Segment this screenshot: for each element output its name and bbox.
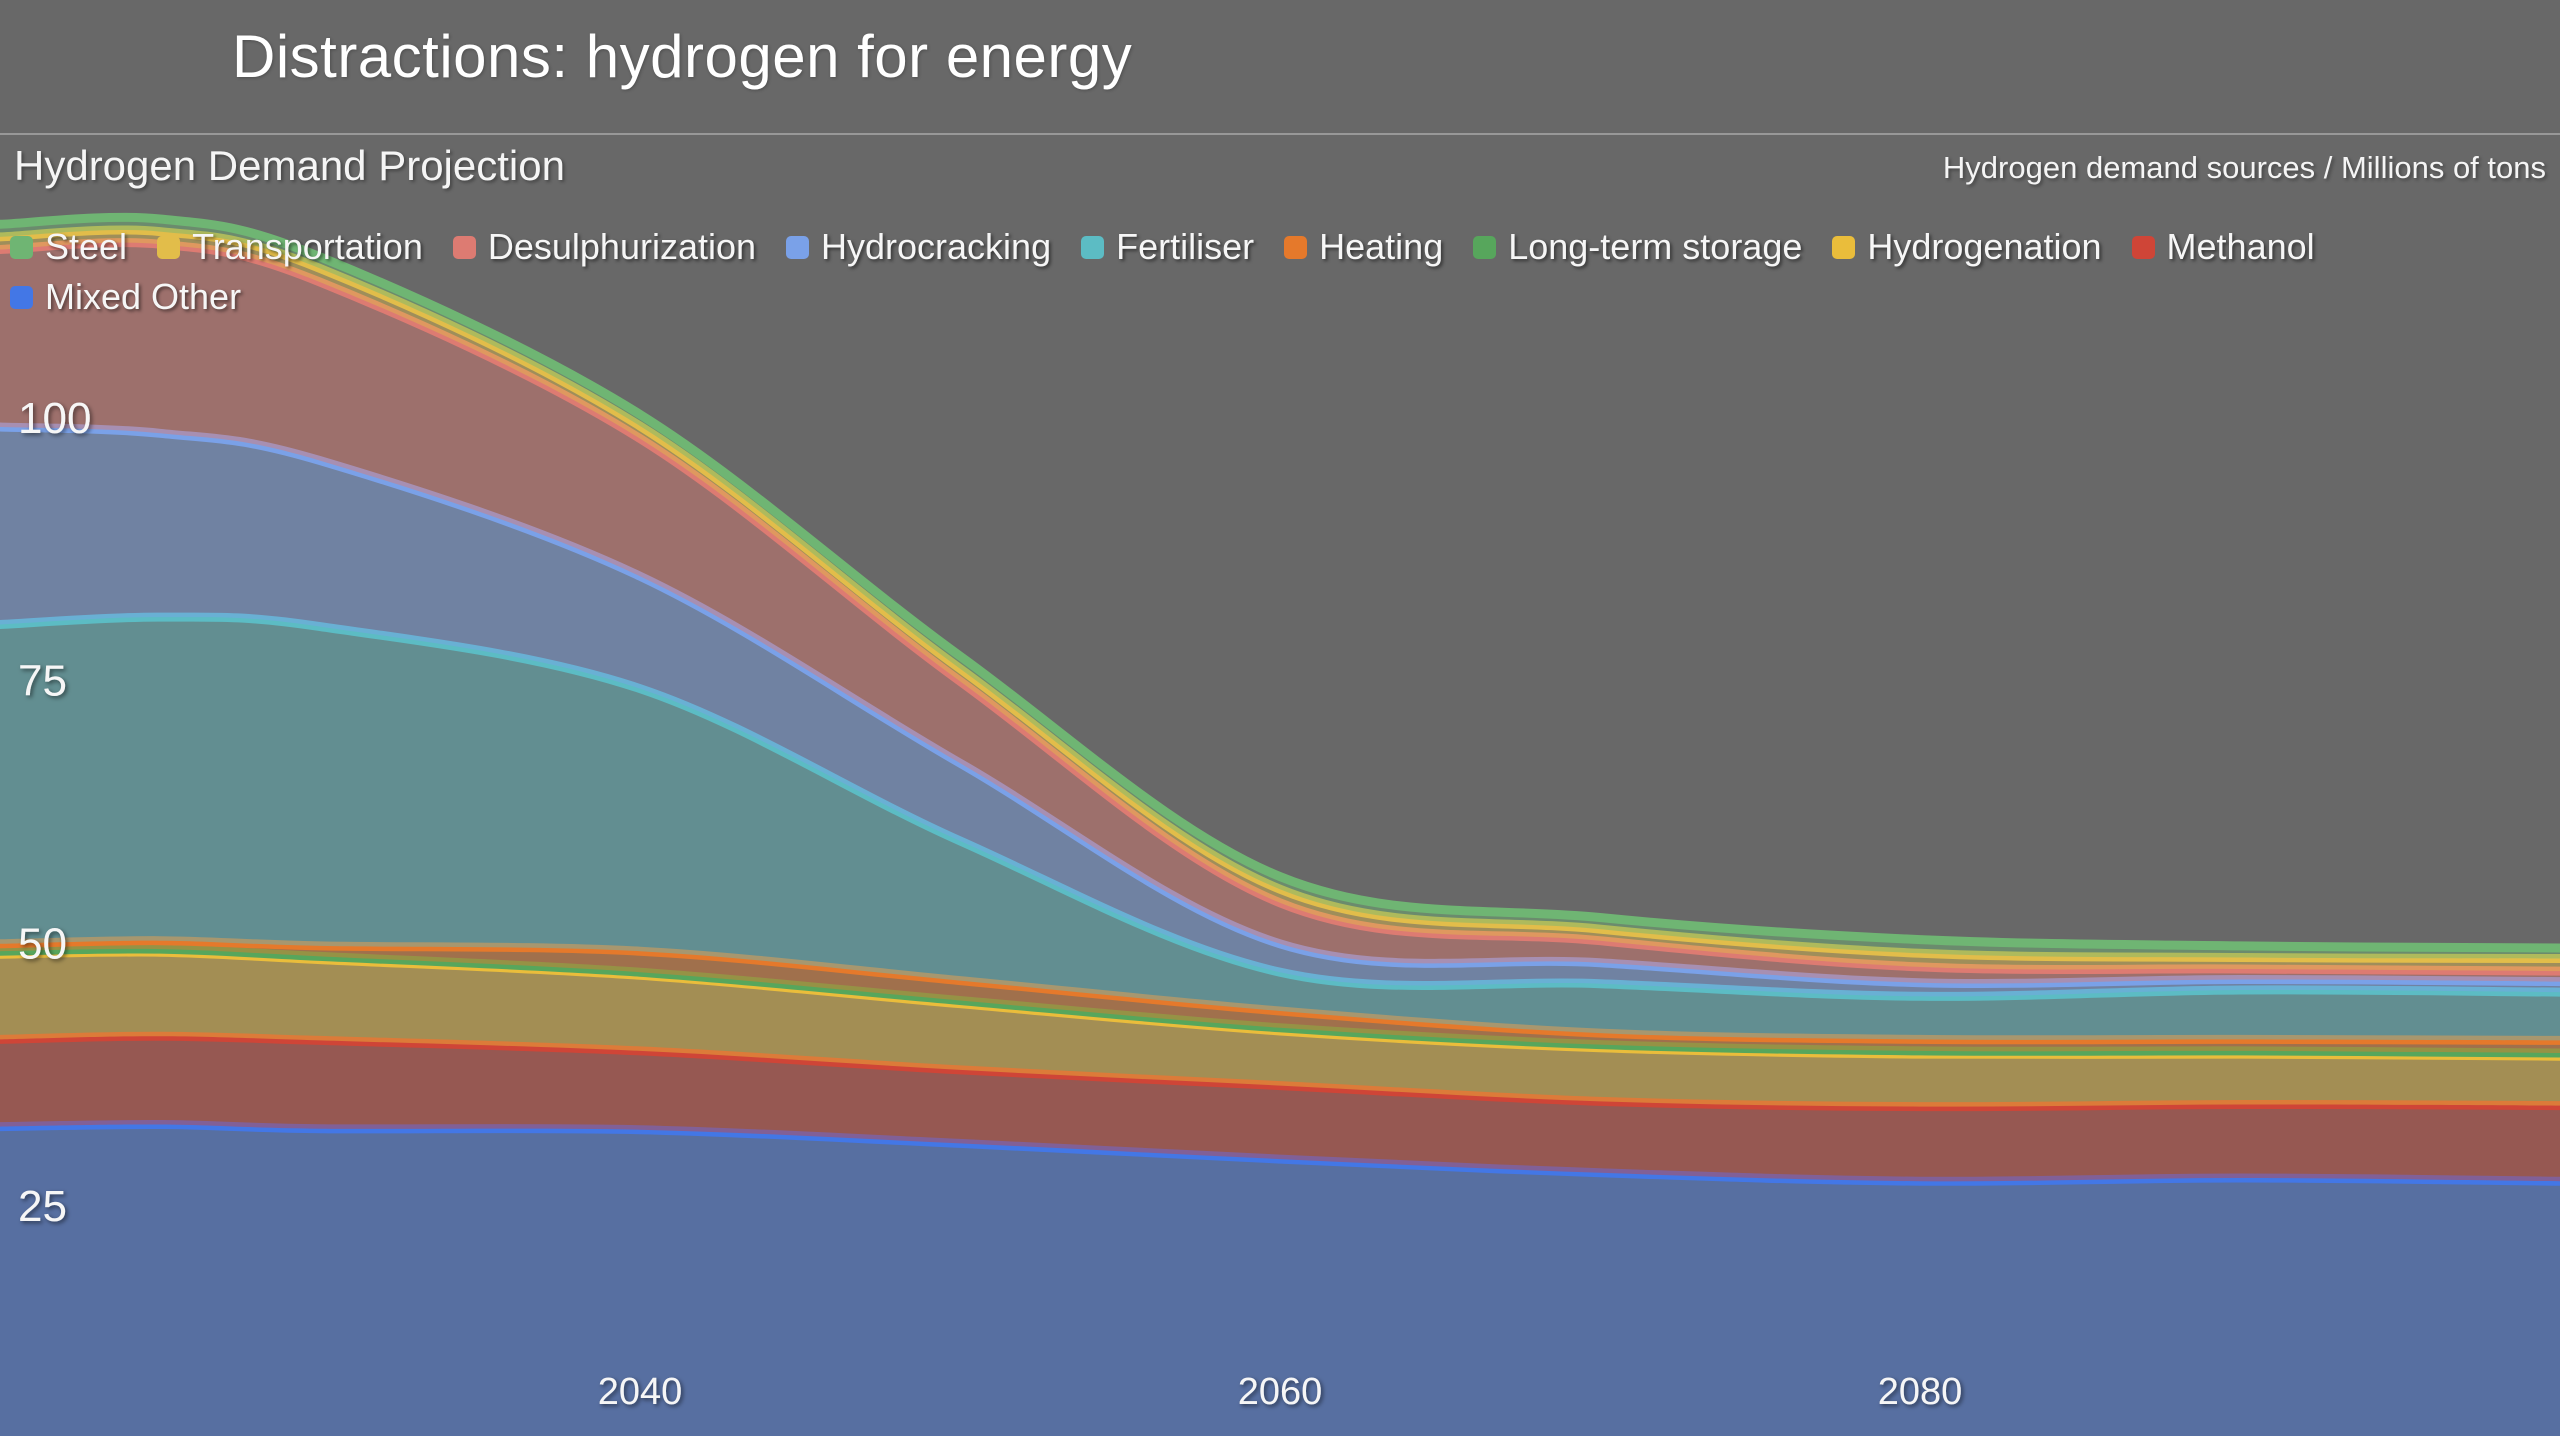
x-axis-tick-label: 2040	[598, 1371, 683, 1413]
legend-item-desulphurization[interactable]: Desulphurization	[452, 226, 757, 268]
line-methanol	[0, 1031, 2560, 1112]
legend-item-fertiliser[interactable]: Fertiliser	[1081, 226, 1254, 268]
chart-units-label: Hydrogen demand sources / Millions of to…	[1942, 150, 2546, 185]
area-hydrocracking	[0, 427, 2560, 997]
legend-item-transportation[interactable]: Transportation	[157, 226, 423, 268]
chart-title: Hydrogen Demand Projection	[14, 142, 565, 189]
area-heating	[0, 940, 2560, 1053]
line-steel	[0, 212, 2560, 953]
page-title: Distractions: hydrogen for energy	[232, 23, 1133, 90]
legend-swatch-icon	[1473, 235, 1497, 259]
legend-swatch-icon	[786, 235, 810, 259]
legend-item-hydrogenation[interactable]: Hydrogenation	[1832, 226, 2102, 268]
line-hydrocracking	[0, 422, 2560, 988]
legend-label: Hydrogenation	[1867, 226, 2102, 267]
legend-swatch-icon	[1832, 235, 1856, 259]
title-divider	[0, 133, 2560, 135]
legend-swatch-icon	[10, 285, 33, 309]
legend-swatch-icon	[1081, 235, 1105, 259]
line-long-term-storage	[0, 944, 2560, 1058]
legend-item-methanol[interactable]: Methanol	[2131, 226, 2315, 268]
line-fertiliser	[0, 612, 2560, 1001]
legend-label: Long-term storage	[1508, 226, 1803, 267]
line-transportation	[0, 225, 2560, 963]
area-desulphurization	[0, 242, 2560, 984]
legend-label: Fertiliser	[1116, 226, 1255, 267]
x-axis-tick-label: 2060	[1238, 1371, 1323, 1413]
y-axis-tick-label: 50	[18, 919, 67, 968]
legend-swatch-icon	[157, 235, 181, 259]
legend-item-hydrocracking[interactable]: Hydrocracking	[786, 226, 1051, 268]
area-hydrogenation	[0, 952, 2560, 1107]
legend-label: Steel	[45, 226, 128, 267]
y-axis-tick-label: 100	[18, 394, 91, 443]
y-axis-tick-label: 25	[18, 1182, 67, 1231]
legend-item-heating[interactable]: Heating	[1284, 226, 1443, 268]
legend-item-steel[interactable]: Steel	[10, 226, 127, 268]
legend-swatch-icon	[1284, 235, 1308, 259]
legend-label: Heating	[1319, 226, 1444, 267]
legend-item-long-term-storage[interactable]: Long-term storage	[1473, 226, 1802, 268]
legend-label: Desulphurization	[487, 226, 757, 267]
legend-swatch-icon	[2131, 235, 2155, 259]
area-fertiliser	[0, 617, 2560, 1041]
legend-item-mixed-other[interactable]: Mixed Other	[10, 276, 241, 318]
y-axis-tick-label: 75	[18, 657, 67, 706]
x-axis-tick-label: 2080	[1878, 1371, 1963, 1413]
area-mixed-other	[0, 1124, 2560, 1436]
area-methanol	[0, 1036, 2560, 1182]
line-mixed-other	[0, 1119, 2560, 1186]
legend-label: Transportation	[192, 226, 423, 267]
legend-label: Hydrocracking	[821, 226, 1052, 267]
chart-legend: Steel Transportation Desulphurization Hydro…	[10, 226, 2480, 318]
legend-swatch-icon	[452, 235, 476, 259]
legend-label: Methanol	[2166, 226, 2315, 267]
line-heating	[0, 936, 2560, 1045]
line-desulphurization	[0, 238, 2560, 976]
legend-label: Mixed Other	[45, 276, 242, 317]
legend-swatch-icon	[10, 235, 33, 259]
